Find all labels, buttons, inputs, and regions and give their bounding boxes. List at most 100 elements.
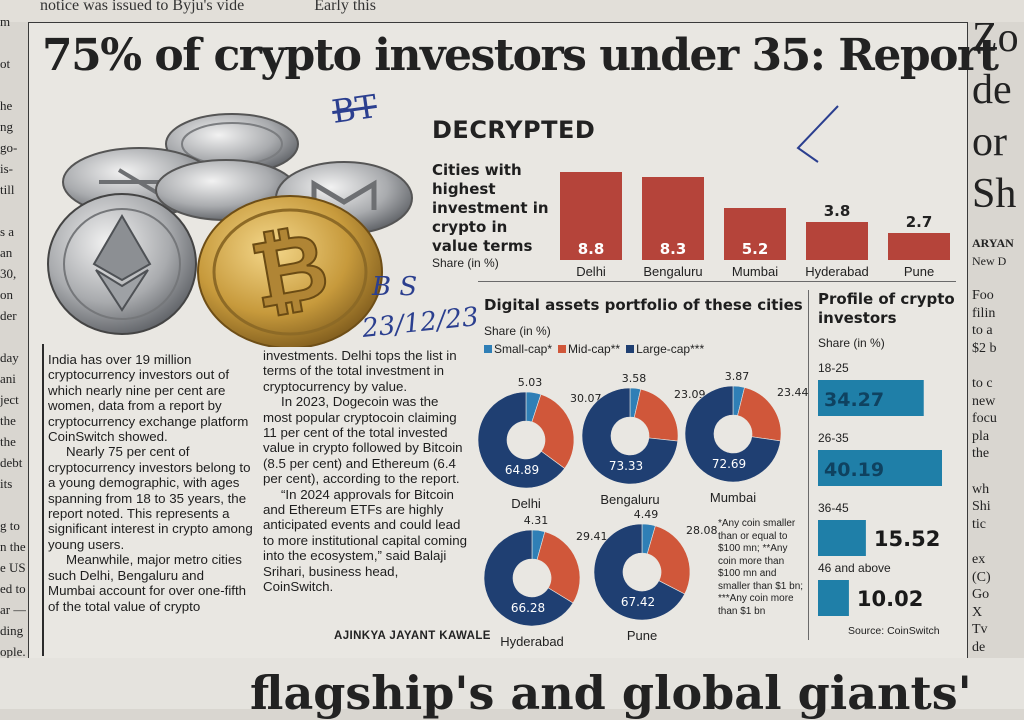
donut-slice-largecap — [684, 385, 781, 483]
right-column-line: to c — [972, 376, 993, 391]
divider-vertical — [808, 290, 809, 640]
article-paragraph: investments. Delhi tops the list in term… — [263, 348, 457, 394]
donut-label-small-cap: 3.58 — [622, 372, 647, 385]
left-column-line: der — [0, 308, 17, 323]
profile-bar — [818, 580, 849, 616]
article-paragraph: India has over 19 million cryptocurrency… — [48, 352, 249, 445]
article-paragraph: “In 2024 approvals for Bitcoin and Ether… — [263, 486, 467, 595]
right-column-line: $2 b — [972, 340, 997, 356]
profile-bar — [818, 520, 866, 556]
donut-slice-midcap — [536, 531, 581, 604]
crypto-coins-illustration: ₿ — [47, 113, 413, 347]
profile-age-label: 36-45 — [818, 501, 849, 515]
left-column-line: ding — [0, 623, 24, 638]
donut-city-name: Pune — [627, 628, 657, 643]
donut-slice-midcap — [633, 388, 679, 442]
right-column-headline-fragment: or — [972, 119, 1007, 165]
donut-label-large-cap: 67.42 — [621, 595, 655, 609]
profile-value-label: 10.02 — [857, 587, 923, 611]
left-column-line: ople. — [0, 644, 26, 659]
donut-slice-midcap — [737, 387, 782, 442]
right-column-line: Shi — [972, 499, 991, 515]
top-strip — [0, 0, 1024, 22]
left-column-line: ject — [0, 392, 19, 407]
legend-swatch — [626, 345, 635, 353]
left-column-line: till — [0, 182, 15, 197]
right-column-line: Tv — [972, 622, 988, 638]
city-investment-bar-chart: 8.8 Delhi 8.3 Bengaluru 5.2 Mumbai 3.8 Hyderaba… — [560, 172, 950, 279]
legend-entry: Large-cap*** — [626, 342, 704, 356]
left-column-line: ng — [0, 119, 13, 134]
right-column-line: the — [972, 446, 990, 462]
left-column-line: e US — [0, 560, 26, 575]
donut-label-large-cap: 64.89 — [505, 463, 539, 477]
right-column-line: (C) — [972, 569, 991, 585]
handwritten-initials: B S — [372, 272, 418, 302]
profile-value-label: 40.19 — [824, 459, 884, 481]
left-column-line: debt — [0, 455, 23, 470]
bar-value-label: 8.8 — [578, 240, 605, 258]
section-label: DECRYPTED — [432, 116, 596, 144]
article-paragraph: In 2023, Dogecoin was the most popular c… — [263, 394, 463, 487]
legend-swatch — [558, 345, 567, 353]
profile-age-label: 26-35 — [818, 431, 849, 445]
bar-value-label: 2.7 — [906, 213, 933, 231]
left-column-line: its — [0, 476, 13, 491]
handwritten-check-mark — [796, 105, 839, 163]
donut-city-name: Mumbai — [710, 490, 756, 505]
donut-label-small-cap: 3.87 — [725, 370, 750, 383]
bar-category-label: Hyderabad — [805, 264, 869, 279]
donut-label-mid-cap: 23.09 — [674, 388, 706, 401]
donut-label-large-cap: 73.33 — [609, 459, 643, 473]
legend-swatch — [484, 345, 492, 353]
left-column-line: s a — [0, 224, 15, 239]
right-column-headline-fragment: Sh — [972, 171, 1017, 217]
profile-value-label: 15.52 — [874, 527, 940, 551]
bar-value-label: 3.8 — [824, 202, 851, 220]
right-column-line: to a — [972, 323, 993, 339]
left-column-line: go- — [0, 140, 18, 155]
donut-label-large-cap: 72.69 — [712, 457, 746, 471]
left-column-line: n the — [0, 539, 26, 554]
right-column-byline: ARYAN — [972, 236, 1014, 250]
donut-slice-largecap — [477, 391, 566, 489]
donut-slice-midcap — [646, 525, 691, 595]
donut-label-small-cap: 4.31 — [524, 514, 549, 527]
left-column-line: ar — — [0, 602, 26, 617]
donut-city-name: Bengaluru — [600, 492, 659, 507]
legend-label: Mid-cap** — [568, 342, 621, 356]
portfolio-donut-charts: 5.03 30.07 64.89 Delhi 3.58 23.09 73.33 Bengalu… — [477, 370, 809, 649]
right-column-line: X — [972, 604, 983, 620]
right-column-headline-fragment: Zo — [972, 15, 1019, 61]
right-column-line: focu — [972, 411, 997, 427]
source-note: Source: CoinSwitch — [848, 625, 940, 637]
profile-value-label: 34.27 — [824, 389, 884, 411]
bar-delhi — [560, 172, 622, 260]
profile-chart-ylabel: Share (in %) — [818, 336, 885, 350]
article-paragraph: Meanwhile, major metro cities such Delhi… — [48, 552, 247, 614]
legend-entry: Mid-cap** — [558, 342, 620, 356]
bar-value-label: 5.2 — [742, 240, 769, 258]
bottom-strip — [0, 658, 1024, 709]
donut-city-name: Hyderabad — [500, 634, 564, 649]
profile-age-label: 18-25 — [818, 361, 849, 375]
bar-category-label: Bengaluru — [643, 264, 702, 279]
profile-bar — [818, 380, 924, 416]
donut-chart-title: Digital assets portfolio of these cities — [484, 296, 803, 314]
left-column-line: day — [0, 350, 19, 365]
left-column-line: m — [0, 14, 11, 29]
donut-label-mid-cap: 30.07 — [570, 392, 602, 405]
donut-label-small-cap: 5.03 — [518, 376, 543, 389]
donut-city-name: Delhi — [511, 496, 541, 511]
donut-slice-largecap — [483, 529, 574, 627]
article-column-1: India has over 19 million cryptocurrency… — [48, 352, 254, 614]
handwritten-mark-bt: BT — [329, 87, 380, 131]
bar-hyderabad — [806, 222, 868, 260]
left-column-line: is- — [0, 161, 13, 176]
next-article-headline: flagship's and global giants' — [250, 666, 972, 720]
bar-category-label: Mumbai — [732, 264, 778, 279]
bar-category-label: Delhi — [576, 264, 606, 279]
right-column-line: filin — [972, 305, 996, 321]
left-column-line: ot — [0, 56, 11, 71]
legend-label: Large-cap*** — [636, 342, 705, 356]
